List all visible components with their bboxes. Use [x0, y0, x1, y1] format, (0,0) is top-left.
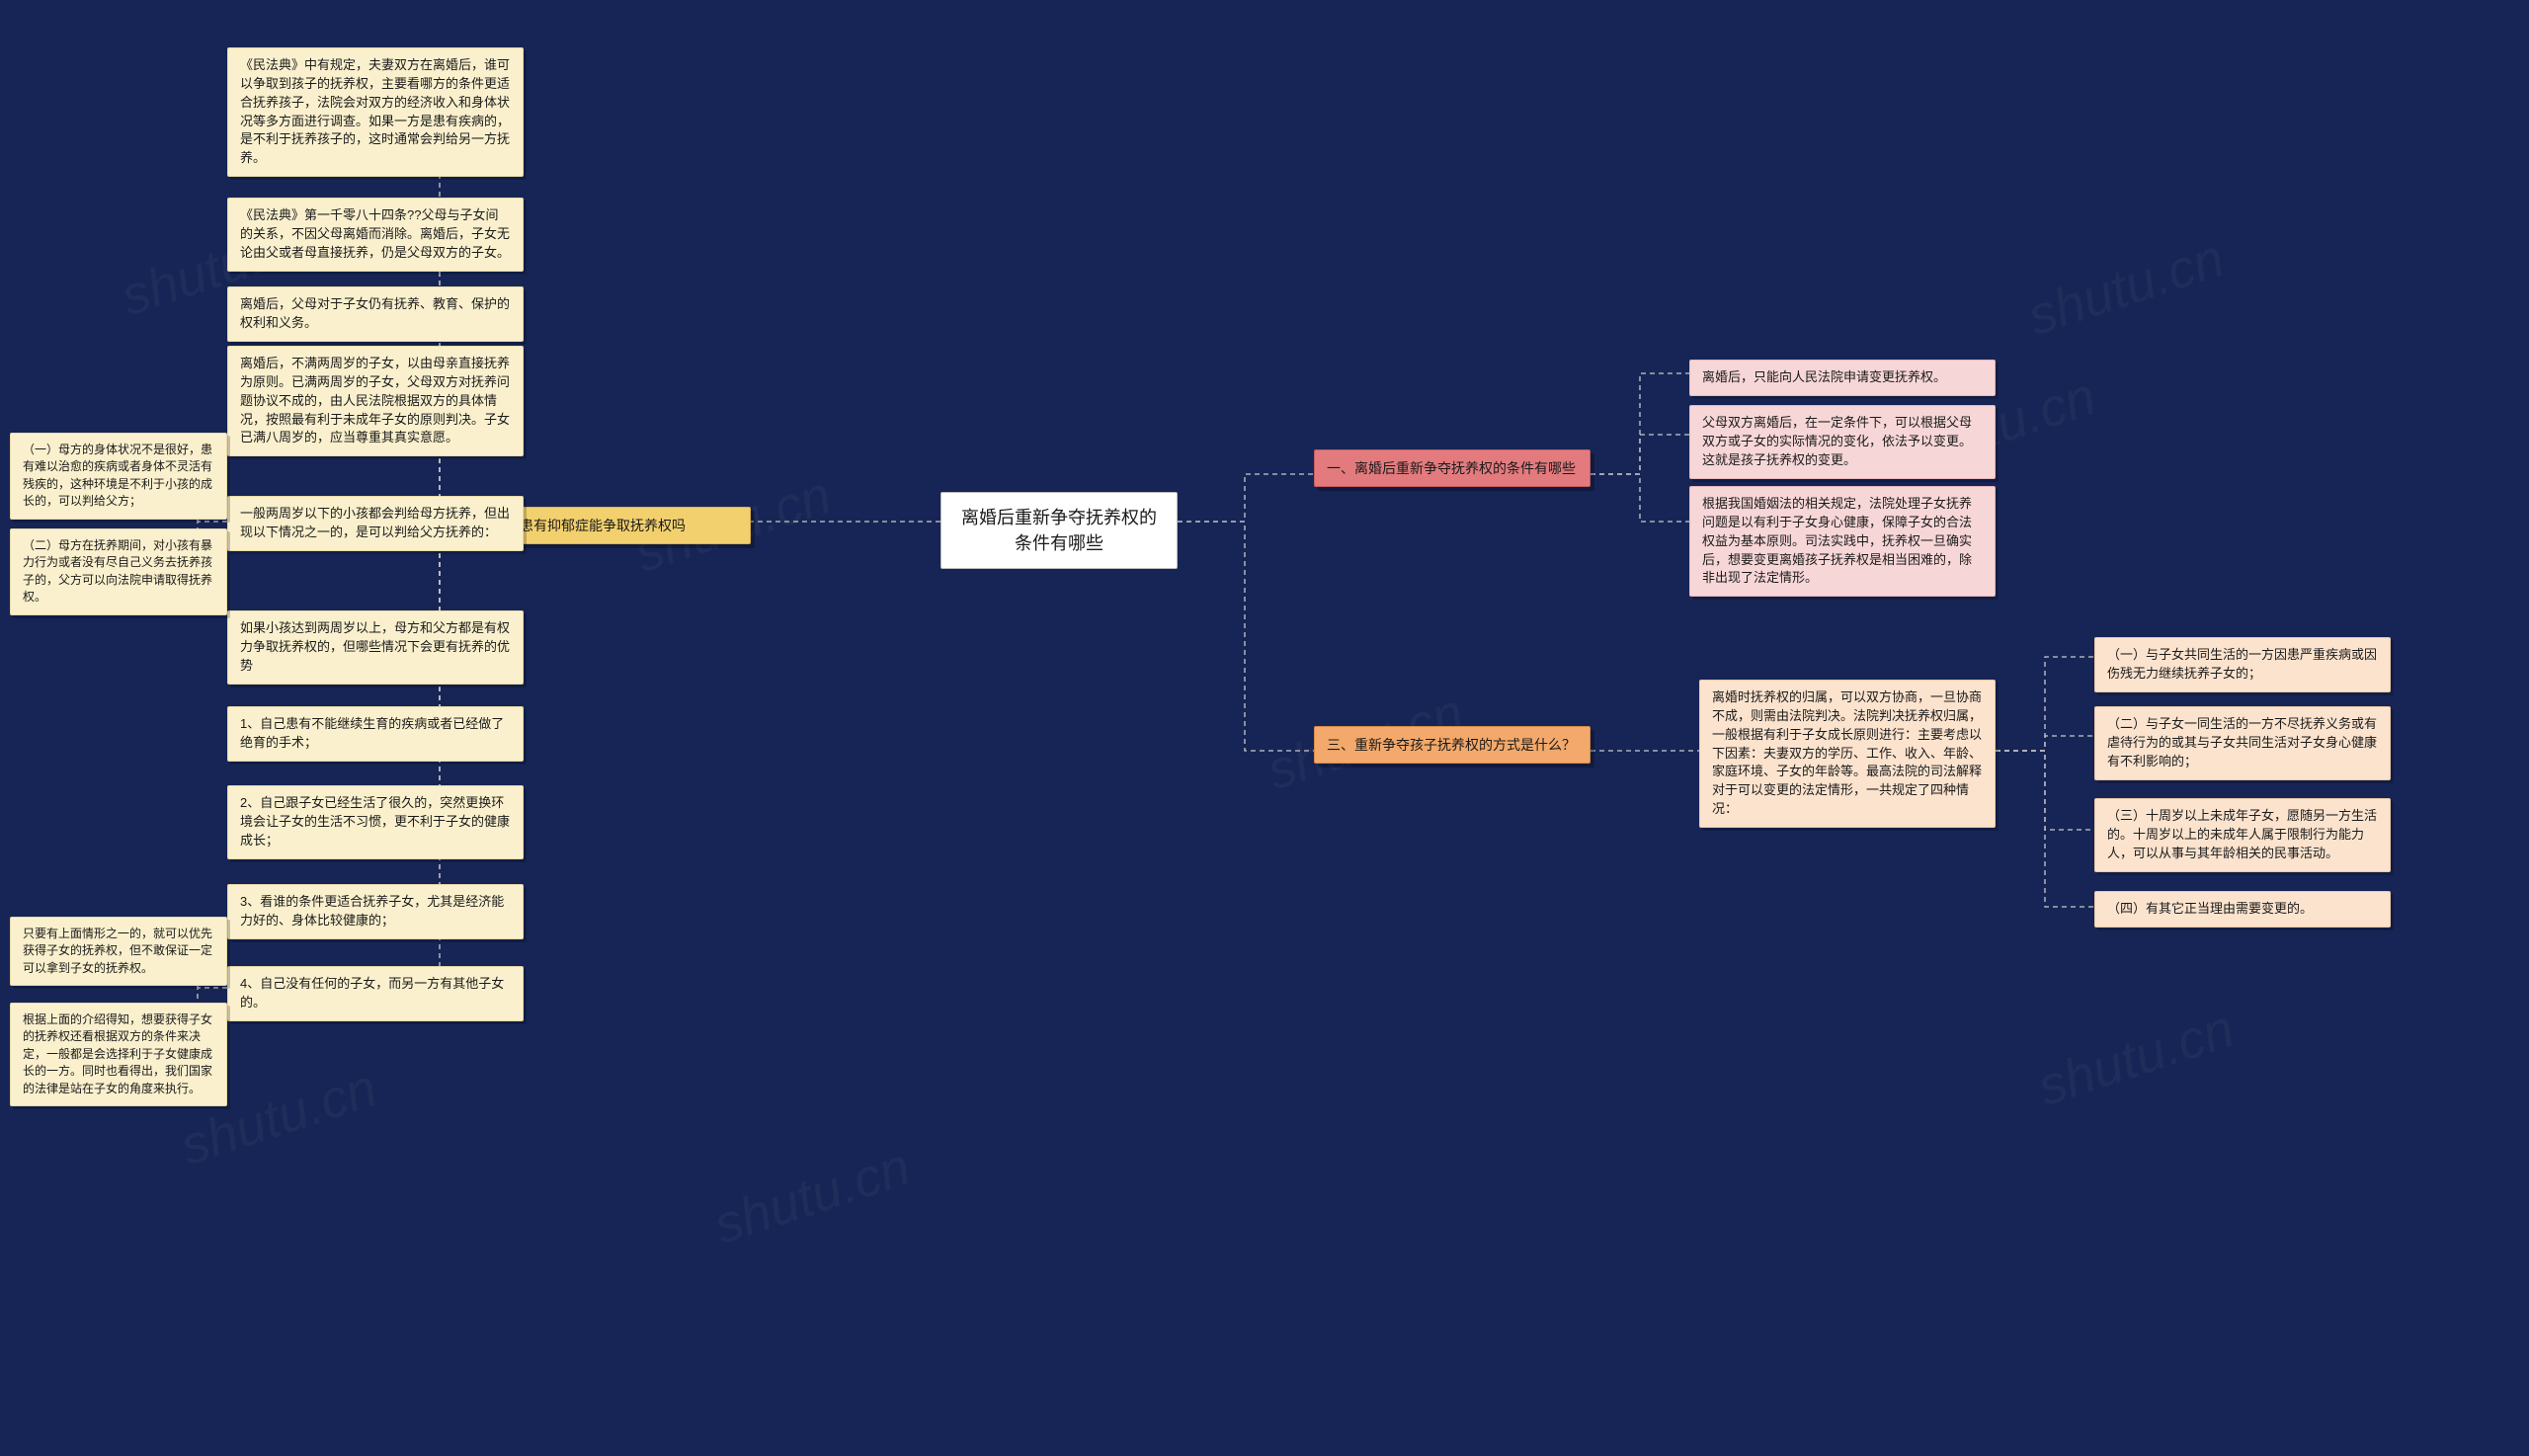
branch3-body: 离婚时抚养权的归属，可以双方协商，一旦协商不成，则需由法院判决。法院判决抚养权归… — [1699, 680, 1996, 828]
branch3-item-3: （三）十周岁以上未成年子女，愿随另一方生活的。十周岁以上的未成年人属于限制行为能… — [2094, 798, 2391, 872]
root-node: 离婚后重新争夺抚养权的 条件有哪些 — [940, 492, 1178, 569]
branch1-item-3: 根据我国婚姻法的相关规定，法院处理子女抚养问题是以有利于子女身心健康，保障子女的… — [1689, 486, 1996, 597]
branch2-item-1: 《民法典》中有规定，夫妻双方在离婚后，谁可以争取到孩子的抚养权，主要看哪方的条件… — [227, 47, 524, 177]
branch2-item5-sub-2: （二）母方在抚养期间，对小孩有暴力行为或者没有尽自己义务去抚养孩子的，父方可以向… — [10, 528, 227, 615]
branch1-title: 一、离婚后重新争夺抚养权的条件有哪些 — [1314, 449, 1591, 487]
branch1-item-1: 离婚后，只能向人民法院申请变更抚养权。 — [1689, 360, 1996, 396]
branch2-item10-sub-2: 根据上面的介绍得知，想要获得子女的抚养权还看根据双方的条件来决定，一般都是会选择… — [10, 1003, 227, 1106]
branch2-item10-sub-1: 只要有上面情形之一的，就可以优先获得子女的抚养权，但不敢保证一定可以拿到子女的抚… — [10, 917, 227, 986]
watermark: shutu.cn — [706, 1136, 917, 1256]
branch2-item-5: 一般两周岁以下的小孩都会判给母方抚养，但出现以下情况之一的，是可以判给父方抚养的… — [227, 496, 524, 551]
branch3-item-2: （二）与子女一同生活的一方不尽抚养义务或有虐待行为的或其与子女共同生活对子女身心… — [2094, 706, 2391, 780]
branch2-item5-sub-1: （一）母方的身体状况不是很好，患有难以治愈的疾病或者身体不灵活有残疾的，这种环境… — [10, 433, 227, 520]
branch2-item-6: 如果小孩达到两周岁以上，母方和父方都是有权力争取抚养权的，但哪些情况下会更有抚养… — [227, 610, 524, 685]
branch2-item-3: 离婚后，父母对于子女仍有抚养、教育、保护的权利和义务。 — [227, 286, 524, 342]
branch3-item-1: （一）与子女共同生活的一方因患严重疾病或因伤残无力继续抚养子女的； — [2094, 637, 2391, 692]
watermark: shutu.cn — [2030, 998, 2241, 1118]
branch2-item-10: 4、自己没有任何的子女，而另一方有其他子女的。 — [227, 966, 524, 1021]
branch2-item-9: 3、看谁的条件更适合抚养子女，尤其是经济能力好的、身体比较健康的； — [227, 884, 524, 939]
branch2-item-8: 2、自己跟子女已经生活了很久的，突然更换环境会让子女的生活不习惯，更不利于子女的… — [227, 785, 524, 859]
branch1-item-2: 父母双方离婚后，在一定条件下，可以根据父母双方或子女的实际情况的变化，依法予以变… — [1689, 405, 1996, 479]
watermark: shutu.cn — [2020, 227, 2231, 348]
branch2-item-7: 1、自己患有不能继续生育的疾病或者已经做了绝育的手术； — [227, 706, 524, 762]
branch2-item-2: 《民法典》第一千零八十四条??父母与子女间的关系，不因父母离婚而消除。离婚后，子… — [227, 198, 524, 272]
branch3-item-4: （四）有其它正当理由需要变更的。 — [2094, 891, 2391, 928]
branch2-item-4: 离婚后，不满两周岁的子女，以由母亲直接抚养为原则。已满两周岁的子女，父母双方对抚… — [227, 346, 524, 456]
branch3-title: 三、重新争夺孩子抚养权的方式是什么？ — [1314, 726, 1591, 764]
